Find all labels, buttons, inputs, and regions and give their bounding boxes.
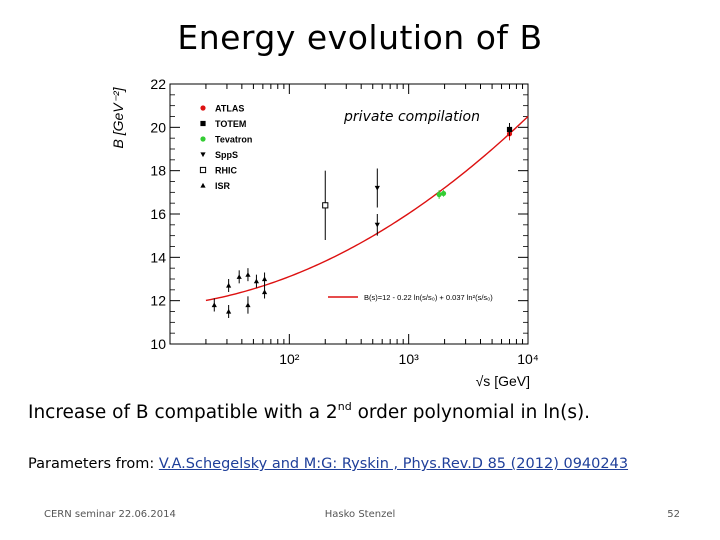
footer-author: Hasko Stenzel	[324, 509, 396, 520]
y-tick-label: 10	[150, 336, 166, 352]
page-number: 52	[667, 509, 680, 520]
isr-point	[261, 289, 268, 295]
fit-legend-label: B(s)=12 - 0.22 ln(s/s₀) + 0.037 ln²(s/s₀…	[364, 293, 493, 302]
isr-point	[211, 302, 217, 308]
x-tick-label: 10²	[279, 351, 300, 367]
y-tick-label: 12	[150, 293, 166, 309]
legend-label-rhic: RHIC	[215, 166, 237, 176]
totem-point	[506, 126, 513, 133]
legend-label-atlas: ATLAS	[215, 104, 244, 114]
y-tick-label: 16	[150, 206, 166, 222]
y-axis-label: B [GeV⁻²]	[110, 86, 126, 148]
x-axis: 10² 10³ 10⁴	[169, 84, 539, 367]
isr-point	[261, 276, 268, 282]
spps-point	[374, 185, 380, 191]
parameters-line: Parameters from: V.A.Schegelsky and M:G:…	[28, 456, 628, 472]
caption: Increase of B compatible with a 2nd orde…	[28, 400, 591, 423]
isr-point	[245, 302, 251, 308]
chart: 10 12 14 16 18 20 22 10² 10³ 10⁴ B [GeV⁻²] √s [G…	[110, 76, 539, 389]
caption-post: order polynomial in ln(s).	[351, 402, 591, 423]
legend-marker-totem	[200, 120, 206, 127]
isr-point	[226, 308, 232, 314]
spps-point	[374, 222, 380, 228]
isr-point	[245, 272, 251, 277]
y-axis: 10 12 14 16 18 20 22	[150, 76, 528, 352]
legend-marker-spps	[200, 152, 206, 158]
legend-marker-tevatron	[200, 136, 206, 142]
legend-label-spps: SppS	[215, 150, 238, 160]
isr-point	[226, 282, 232, 288]
chart-annotation: private compilation	[343, 109, 480, 125]
caption-pre: Increase of B compatible with a 2	[28, 402, 338, 423]
x-tick-label: 10³	[399, 351, 420, 367]
tevatron-point	[440, 190, 447, 197]
y-tick-label: 14	[150, 249, 166, 265]
legend: ATLAS TOTEM Tevatron SppS RHIC ISR	[199, 104, 252, 191]
fit-curve	[205, 115, 529, 302]
y-tick-label: 18	[150, 163, 166, 179]
legend-label-isr: ISR	[215, 181, 231, 191]
caption-sup: nd	[337, 400, 352, 413]
isr-point	[253, 278, 260, 284]
legend-marker-isr	[200, 182, 206, 188]
isr-point	[236, 274, 242, 279]
y-tick-label: 22	[150, 76, 166, 92]
footer-left: CERN seminar 22.06.2014	[44, 509, 176, 520]
params-label: Parameters from:	[28, 456, 159, 472]
slide-title: Energy evolution of B	[177, 18, 543, 57]
y-tick-label: 20	[150, 119, 166, 135]
legend-label-tevatron: Tevatron	[215, 135, 252, 145]
legend-label-totem: TOTEM	[215, 119, 246, 129]
tevatron-point	[436, 191, 442, 198]
x-tick-label: 10⁴	[517, 351, 539, 367]
legend-marker-rhic	[199, 166, 207, 174]
x-axis-label: √s [GeV]	[476, 373, 530, 389]
rhic-point	[322, 202, 329, 209]
reference-link[interactable]: V.A.Schegelsky and M:G: Ryskin , Phys.Re…	[158, 456, 629, 472]
data-points	[211, 123, 513, 318]
legend-marker-atlas	[200, 105, 206, 111]
